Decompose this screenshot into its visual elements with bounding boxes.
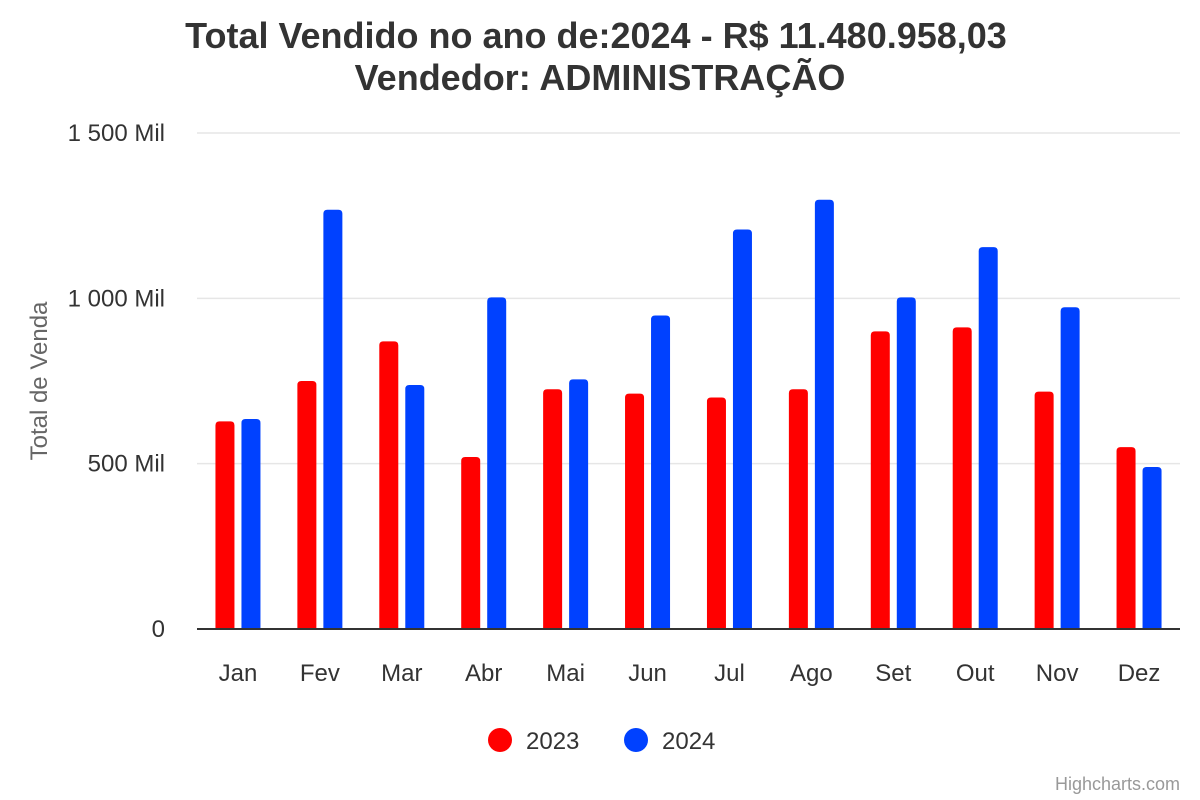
x-tick-label: Mar: [381, 660, 422, 687]
y-tick-label: 1 000 Mil: [68, 285, 165, 312]
bar-2023-set[interactable]: [870, 331, 890, 629]
bars: [215, 199, 1162, 629]
legend-label: 2023: [526, 728, 579, 755]
y-tick-label: 0: [152, 616, 165, 643]
credits-link[interactable]: Highcharts.com: [1055, 774, 1180, 794]
bar-2023-mar[interactable]: [379, 341, 399, 629]
bar-2023-abr[interactable]: [461, 457, 481, 629]
bar-2024-jan[interactable]: [241, 419, 261, 629]
bar-2024-dez[interactable]: [1142, 466, 1162, 629]
x-tick-label: Mai: [546, 660, 585, 687]
gridlines: [197, 132, 1180, 465]
x-tick-label: Set: [875, 660, 911, 687]
chart-subtitle: Vendedor: ADMINISTRAÇÃO: [355, 56, 846, 98]
bar-2023-jul[interactable]: [706, 397, 726, 629]
legend-item-2024[interactable]: 2024: [624, 728, 715, 755]
x-axis-ticks: Jan Fev Mar Abr Mai Jun Jul Ago Set Out Nov Dez: [219, 660, 1161, 687]
legend: 2023 2024: [488, 728, 715, 755]
bar-2024-set[interactable]: [896, 297, 916, 629]
bar-2023-jan[interactable]: [215, 421, 235, 629]
legend-label: 2024: [662, 728, 715, 755]
bar-2024-fev[interactable]: [323, 209, 343, 629]
bar-2023-out[interactable]: [952, 327, 972, 629]
x-tick-label: Out: [956, 660, 995, 687]
x-tick-label: Jul: [714, 660, 745, 687]
bar-2024-out[interactable]: [978, 247, 998, 629]
x-tick-label: Abr: [465, 660, 502, 687]
y-axis-label: Total de Venda: [26, 301, 53, 460]
bar-2023-fev[interactable]: [297, 381, 317, 629]
y-tick-label: 1 500 Mil: [68, 120, 165, 147]
bar-2024-jul[interactable]: [732, 229, 752, 629]
bar-2023-jun[interactable]: [625, 393, 645, 629]
bar-2024-abr[interactable]: [487, 297, 507, 629]
bar-2023-ago[interactable]: [788, 389, 808, 629]
bar-2024-jun[interactable]: [651, 315, 671, 629]
bar-2024-ago[interactable]: [814, 199, 834, 629]
bar-2024-mai[interactable]: [569, 379, 589, 629]
x-tick-label: Jun: [628, 660, 667, 687]
y-tick-label: 500 Mil: [88, 451, 165, 478]
legend-marker: [624, 728, 648, 752]
x-tick-label: Fev: [300, 660, 340, 687]
bar-2024-nov[interactable]: [1060, 307, 1080, 629]
bar-2023-mai[interactable]: [543, 389, 563, 629]
x-tick-label: Jan: [219, 660, 258, 687]
x-tick-label: Nov: [1036, 660, 1079, 687]
bar-2024-mar[interactable]: [405, 384, 425, 629]
chart-title: Total Vendido no ano de:2024 - R$ 11.480…: [185, 15, 1007, 56]
x-tick-label: Ago: [790, 660, 833, 687]
bar-2023-nov[interactable]: [1034, 391, 1054, 629]
bar-2023-dez[interactable]: [1116, 447, 1136, 629]
legend-marker: [488, 728, 512, 752]
legend-item-2023[interactable]: 2023: [488, 728, 579, 755]
y-axis-ticks: 0 500 Mil 1 000 Mil 1 500 Mil: [68, 120, 165, 643]
x-tick-label: Dez: [1118, 660, 1161, 687]
